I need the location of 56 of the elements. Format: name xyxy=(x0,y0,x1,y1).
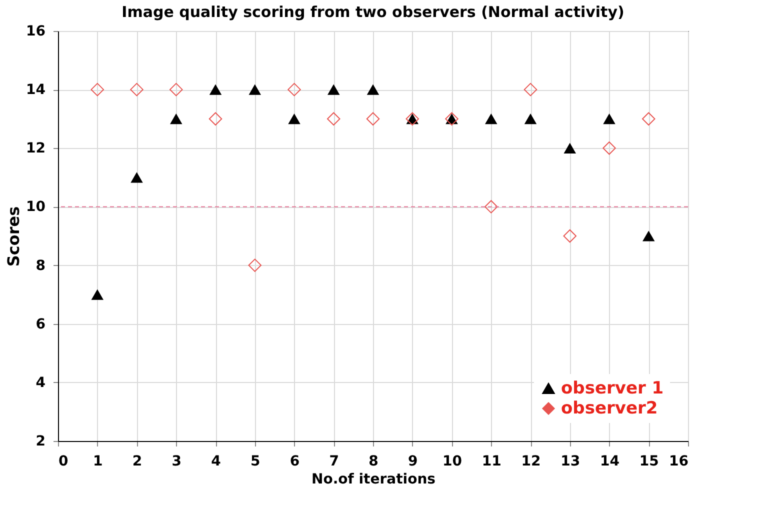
chart-title: Image quality scoring from two observers (Normal activity) xyxy=(122,3,624,21)
point xyxy=(170,114,182,124)
point xyxy=(366,112,380,126)
point xyxy=(642,230,655,242)
point xyxy=(90,82,104,96)
point xyxy=(248,258,262,272)
x-tick-label: 2 xyxy=(132,454,142,470)
x-tick-label: 9 xyxy=(408,454,418,470)
x-tick-label: 14 xyxy=(600,454,620,470)
x-tick-label: 4 xyxy=(211,454,222,470)
point xyxy=(209,84,222,95)
point xyxy=(642,112,656,126)
point xyxy=(248,84,261,95)
point xyxy=(603,114,616,124)
y-tick-label: 8 xyxy=(36,258,46,274)
x-tick-label: 10 xyxy=(442,454,462,470)
point xyxy=(288,114,300,124)
point xyxy=(524,114,537,124)
point xyxy=(170,82,183,96)
point xyxy=(484,200,498,214)
x-tick-label: 15 xyxy=(639,454,659,470)
point xyxy=(328,84,340,95)
x-tick-label: 6 xyxy=(290,454,300,470)
y-tick-label: 10 xyxy=(26,199,46,216)
y-tick-label: 4 xyxy=(36,374,46,391)
x-tick-label: 11 xyxy=(482,454,502,470)
point xyxy=(564,142,576,154)
y-tick-label: 16 xyxy=(26,24,46,40)
x-tick-label: 8 xyxy=(368,454,378,470)
y-tick-label: 12 xyxy=(26,140,46,157)
point xyxy=(91,289,104,300)
y-tick-label: 14 xyxy=(26,82,46,98)
point xyxy=(602,142,616,155)
x-tick-label: 13 xyxy=(560,454,580,470)
point xyxy=(130,172,143,183)
legend-label: observer 1 xyxy=(561,378,664,398)
point xyxy=(524,82,538,96)
x-tick-label: 12 xyxy=(521,454,541,470)
point xyxy=(563,229,576,243)
y-tick-label: 6 xyxy=(36,316,46,332)
point xyxy=(485,114,498,124)
point xyxy=(208,112,222,126)
y-tick-label: 2 xyxy=(36,434,46,450)
x-axis-title: No.of iterations xyxy=(312,472,436,488)
x-tick-label: 5 xyxy=(250,454,260,470)
x-tick-label: 1 xyxy=(93,454,103,470)
x-tick-label: 0 xyxy=(58,454,68,470)
point xyxy=(130,82,144,96)
x-tick-label: 3 xyxy=(172,454,182,470)
point xyxy=(288,82,301,96)
point xyxy=(327,112,340,126)
point xyxy=(366,84,380,95)
x-tick-label: 7 xyxy=(329,454,339,470)
legend-label: observer2 xyxy=(561,398,658,418)
x-tick-label: 16 xyxy=(669,454,688,470)
y-axis-title: Scores xyxy=(4,206,24,267)
